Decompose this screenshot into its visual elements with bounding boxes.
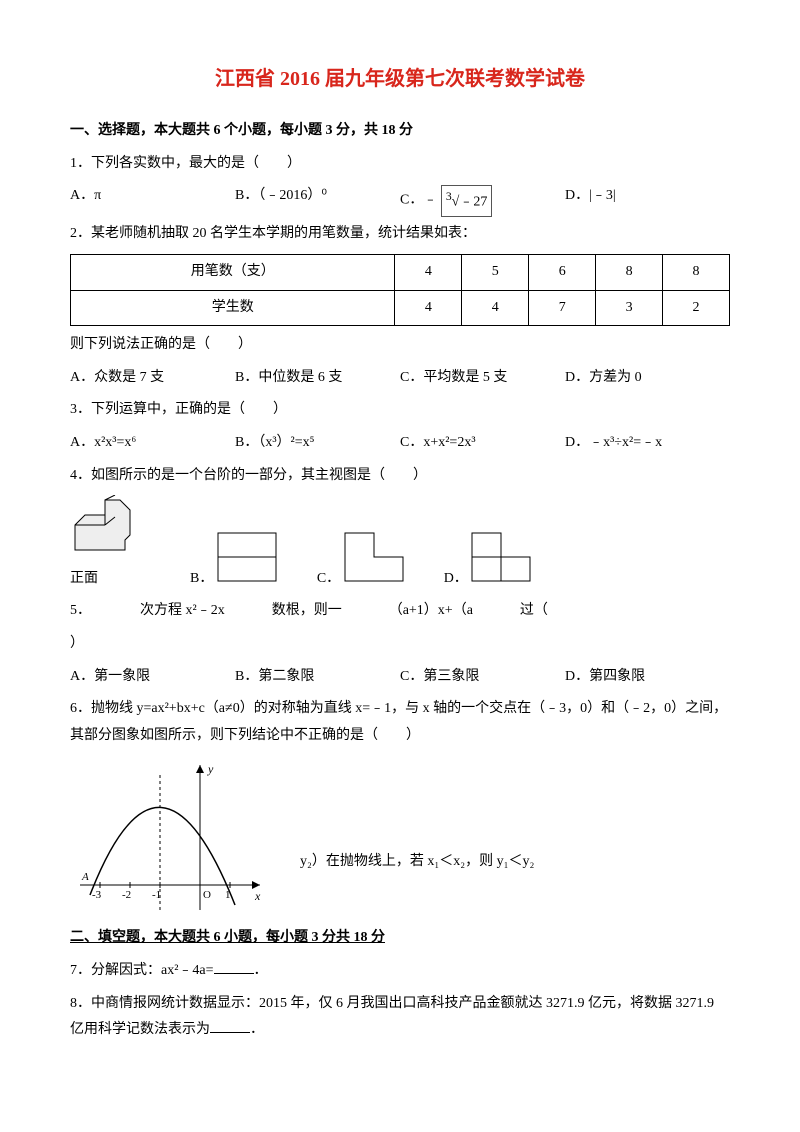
shape-c-icon xyxy=(344,532,404,582)
cell: 2 xyxy=(663,290,730,326)
q2-text: 2．某老师随机抽取 20 名学生本学期的用笔数量，统计结果如表： xyxy=(70,221,730,248)
q1-c-root: 3√﹣27 xyxy=(441,185,493,217)
row1-label: 用笔数（支） xyxy=(71,255,395,291)
q7-suffix: ． xyxy=(254,963,268,978)
q5-opt-d: D．第四象限 xyxy=(565,664,730,691)
exam-title: 江西省 2016 届九年级第七次联考数学试卷 xyxy=(70,60,730,98)
y-label: y xyxy=(207,762,214,776)
q4-label-b: B． xyxy=(190,571,213,586)
q1-opt-d: D．|﹣3| xyxy=(565,183,730,215)
cell: 7 xyxy=(529,290,596,326)
q4-shape-c: C． xyxy=(317,532,404,593)
q1-c-index: 3 xyxy=(446,190,452,203)
q8-suffix: ． xyxy=(250,1022,264,1037)
q7: 7．分解因式：ax²﹣4a= ． xyxy=(70,958,730,985)
q3-options: A．x²x³=x⁶ B．（x³）²=x⁵ C．x+x²=2x³ D．﹣x³÷x²… xyxy=(70,430,730,457)
shape-b-icon xyxy=(217,532,277,582)
row2-label: 学生数 xyxy=(71,290,395,326)
section2-heading: 二、填空题，本大题共 6 小题，每小题 3 分共 18 分 xyxy=(70,925,730,952)
q4-text: 4．如图所示的是一个台阶的一部分，其主视图是（ ） xyxy=(70,463,730,490)
q2-table: 用笔数（支） 4 5 6 8 8 学生数 4 4 7 3 2 xyxy=(70,254,730,326)
q1-c-radicand: ﹣27 xyxy=(459,195,487,210)
cell: 5 xyxy=(462,255,529,291)
q5-after: ） xyxy=(70,631,730,658)
q3-text: 3．下列运算中，正确的是（ ） xyxy=(70,397,730,424)
q5-options: A．第一象限 B．第二象限 C．第三象限 D．第四象限 xyxy=(70,664,730,691)
q1-opt-c: C．﹣ 3√﹣27 xyxy=(400,183,565,215)
q8: 8．中商情报网统计数据显示：2015 年，仅 6 月我国出口高科技产品金额就达 … xyxy=(70,991,730,1044)
q3-opt-a: A．x²x³=x⁶ xyxy=(70,430,235,457)
q2-options: A．众数是 7 支 B．中位数是 6 支 C．平均数是 5 支 D．方差为 0 xyxy=(70,365,730,392)
q6-after: y₂）在抛物线上，若 x₁＜x₂，则 y₁＜y₂ xyxy=(300,849,534,876)
q5-opt-b: B．第二象限 xyxy=(235,664,400,691)
q5-seg2: 次方程 x²﹣2x xyxy=(140,603,225,618)
blank xyxy=(210,1032,250,1033)
q6-text: 6．抛物线 y=ax²+bx+c（a≠0）的对称轴为直线 x=﹣1，与 x 轴的… xyxy=(70,696,730,749)
section1-heading: 一、选择题，本大题共 6 个小题，每小题 3 分，共 18 分 xyxy=(70,118,730,145)
table-row: 学生数 4 4 7 3 2 xyxy=(71,290,730,326)
cell: 6 xyxy=(529,255,596,291)
q5-opt-c: C．第三象限 xyxy=(400,664,565,691)
q4-label-a: 正面 xyxy=(70,566,150,593)
table-row: 用笔数（支） 4 5 6 8 8 xyxy=(71,255,730,291)
x-label: x xyxy=(254,889,261,903)
q4-label-c: C． xyxy=(317,571,340,586)
q5-seg4: （a+1）x+（a xyxy=(389,603,473,618)
blank xyxy=(214,973,254,974)
q5-opt-a: A．第一象限 xyxy=(70,664,235,691)
q5-seg1: 5． xyxy=(70,603,91,618)
cell: 8 xyxy=(596,255,663,291)
q2-opt-a: A．众数是 7 支 xyxy=(70,365,235,392)
parabola-graph-icon: x y O -3 -2 -1 1 A xyxy=(70,755,270,915)
q1-opt-a: A．π xyxy=(70,183,235,215)
shape-d-icon xyxy=(471,532,531,582)
q2-opt-d: D．方差为 0 xyxy=(565,365,730,392)
q5-seg5: 过（ xyxy=(520,603,548,618)
origin-label: O xyxy=(203,889,211,901)
cell: 8 xyxy=(663,255,730,291)
cell: 4 xyxy=(395,290,462,326)
q4-shape-d: D． xyxy=(444,532,532,593)
q1-options: A．π B．（﹣2016）⁰ C．﹣ 3√﹣27 D．|﹣3| xyxy=(70,183,730,215)
q4-label-d: D． xyxy=(444,571,468,586)
shape-3d-icon xyxy=(70,495,150,555)
q4-shapes: 正面 B． C． D． xyxy=(70,495,730,592)
cell: 4 xyxy=(462,290,529,326)
q3-opt-d: D．﹣x³÷x²=﹣x xyxy=(565,430,730,457)
cell: 4 xyxy=(395,255,462,291)
point-a-label: A xyxy=(81,871,89,883)
q2-opt-b: B．中位数是 6 支 xyxy=(235,365,400,392)
q7-text: 7．分解因式：ax²﹣4a= xyxy=(70,963,214,978)
svg-text:-3: -3 xyxy=(92,889,102,901)
q2-opt-c: C．平均数是 5 支 xyxy=(400,365,565,392)
q1-opt-b: B．（﹣2016）⁰ xyxy=(235,183,400,215)
q1-c-prefix: C．﹣ xyxy=(400,193,437,208)
q5-seg3: 数根，则一 xyxy=(272,603,342,618)
svg-text:-2: -2 xyxy=(122,889,131,901)
q1-text: 1．下列各实数中，最大的是（ ） xyxy=(70,151,730,178)
q5-text: 5． 次方程 x²﹣2x 数根，则一 （a+1）x+（a 过（ xyxy=(70,598,730,625)
cell: 3 xyxy=(596,290,663,326)
q2-after: 则下列说法正确的是（ ） xyxy=(70,332,730,359)
q3-opt-c: C．x+x²=2x³ xyxy=(400,430,565,457)
q3-opt-b: B．（x³）²=x⁵ xyxy=(235,430,400,457)
q8-text: 8．中商情报网统计数据显示：2015 年，仅 6 月我国出口高科技产品金额就达 … xyxy=(70,996,714,1038)
q4-shape-a: 正面 xyxy=(70,495,150,592)
q4-shape-b: B． xyxy=(190,532,277,593)
